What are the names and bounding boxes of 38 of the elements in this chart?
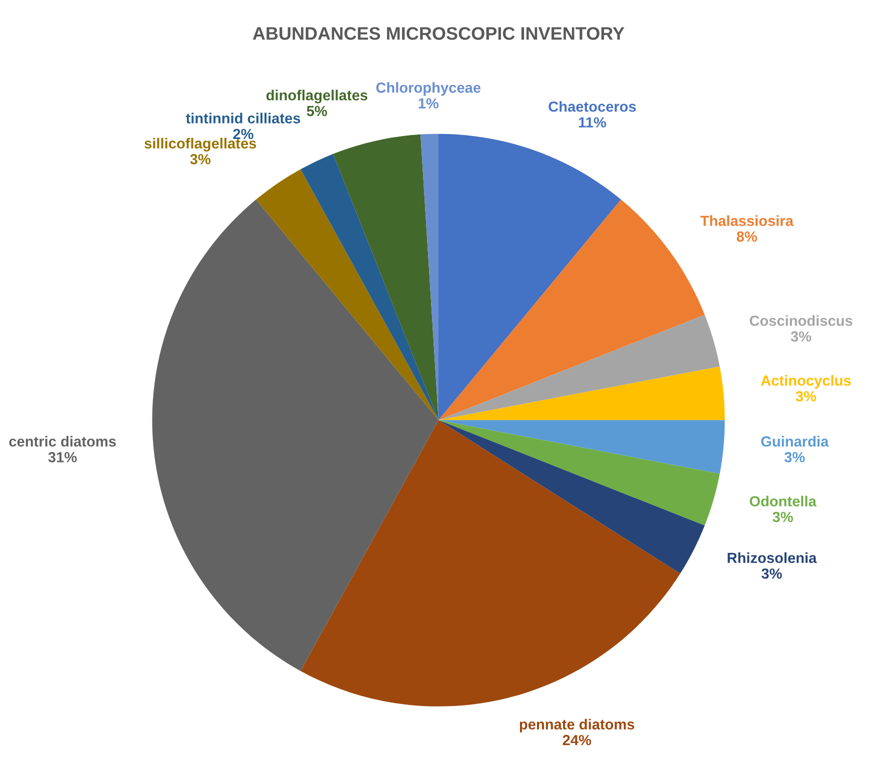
pie-slice <box>438 420 705 574</box>
data-label: 3% <box>772 512 793 522</box>
slice-label: Chlorophyceae <box>376 82 481 96</box>
pie-slice <box>438 314 720 420</box>
pie-slice <box>438 366 725 420</box>
pie-slice <box>333 134 438 420</box>
data-label: 5% <box>306 106 328 116</box>
slice-label: sillicoflagellates <box>144 138 256 152</box>
slice-label: Guinardia <box>761 436 829 447</box>
pie-slice <box>300 154 438 420</box>
slice-label: tintinnid cilliates <box>186 112 300 124</box>
slice-label: dinoflagellates <box>266 90 368 104</box>
data-label: 3% <box>762 568 782 579</box>
data-label: 8% <box>736 231 757 242</box>
slice-label: Coscinodiscus <box>750 315 852 326</box>
slice-label: centric diatoms <box>9 436 116 447</box>
slice-label: Thalassiosira <box>700 215 794 226</box>
data-label: 24% <box>562 734 592 746</box>
data-label: 3% <box>790 331 812 342</box>
slice-label: Actinocyclus <box>760 375 851 389</box>
pie-slice <box>300 420 680 706</box>
pie-slice <box>152 200 438 672</box>
pie-slice <box>256 169 438 420</box>
data-label: 31% <box>48 452 77 462</box>
data-label: 11% <box>578 117 606 128</box>
data-label: 3% <box>190 154 210 164</box>
slice-label: Odontella <box>750 496 817 506</box>
data-label: 3% <box>796 391 816 402</box>
slice-label: Chaetoceros <box>548 101 636 112</box>
pie-slice <box>438 420 725 474</box>
pie-slice <box>438 420 720 526</box>
chart-title: ABUNDANCES MICROSCOPIC INVENTORY <box>252 27 624 40</box>
data-label: 3% <box>784 452 805 462</box>
data-label: 2% <box>233 128 254 140</box>
slice-label: pennate diatoms <box>520 718 634 732</box>
pie-slice <box>438 134 621 420</box>
slice-label: Rhizosolenia <box>728 552 817 564</box>
data-label: 1% <box>418 98 438 108</box>
